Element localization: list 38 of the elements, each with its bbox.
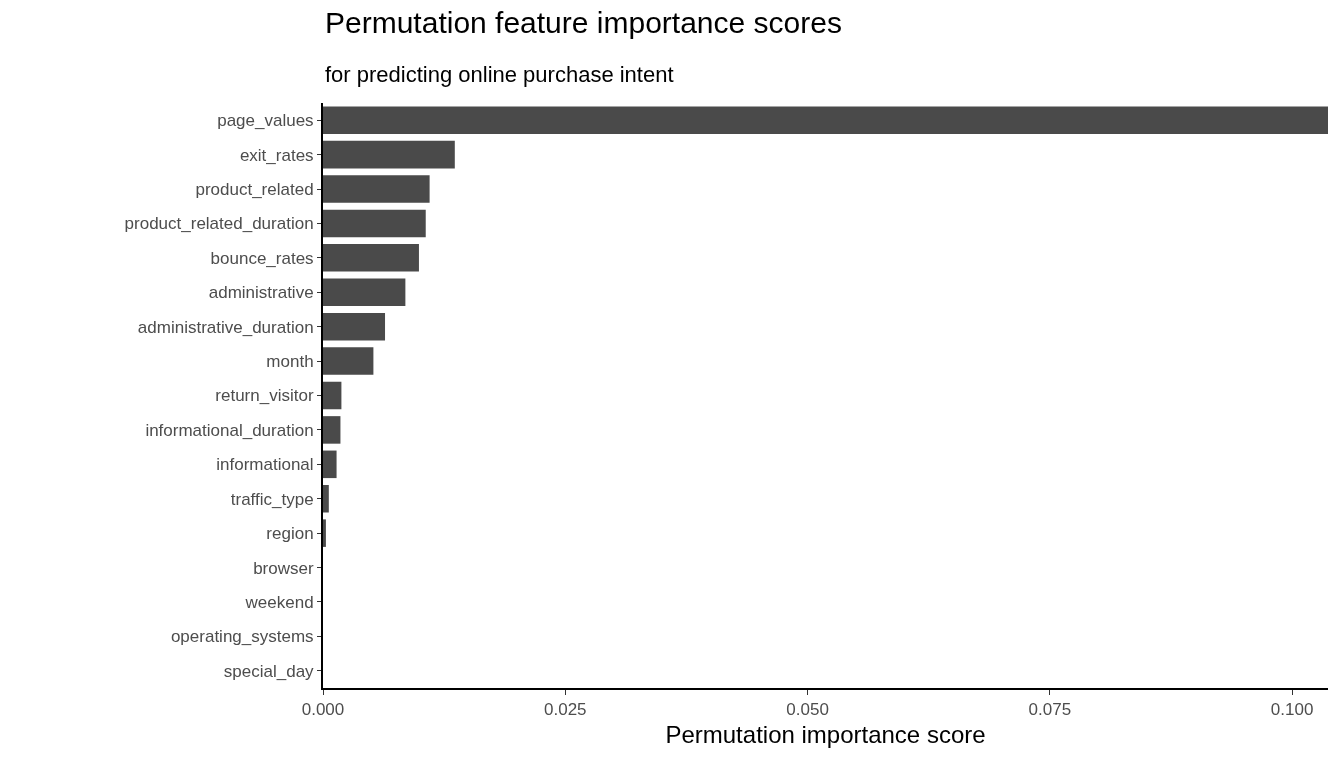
- bar: [323, 519, 326, 547]
- y-tick-label: browser: [253, 558, 314, 578]
- y-tick-label: product_related: [195, 179, 314, 199]
- y-tick-label: special_day: [223, 661, 315, 681]
- y-tick-label: informational_duration: [145, 420, 314, 440]
- bar: [323, 209, 426, 238]
- y-tick-label: traffic_type: [230, 489, 314, 509]
- y-tick-label: product_related_duration: [124, 214, 314, 234]
- x-tick-label: 0.050: [786, 700, 829, 720]
- y-tick-label: administrative_duration: [137, 317, 314, 337]
- y-tick-label: informational: [216, 455, 314, 475]
- y-tick-label: month: [266, 352, 314, 372]
- y-tick-label: operating_systems: [170, 627, 314, 647]
- chart-title: Permutation feature importance scores: [325, 6, 842, 39]
- x-axis-title: Permutation importance score: [665, 721, 986, 749]
- y-tick-label: weekend: [244, 592, 314, 612]
- y-tick-label: page_values: [217, 111, 314, 131]
- y-tick-label: exit_rates: [239, 145, 314, 165]
- x-tick-label: 0.075: [1028, 700, 1072, 720]
- bar: [323, 244, 419, 272]
- y-tick-label: region: [266, 524, 314, 544]
- bar: [323, 381, 342, 410]
- x-tick-label: 0.025: [544, 700, 587, 720]
- bar: [323, 140, 455, 169]
- bar: [323, 312, 386, 341]
- y-tick-label: bounce_rates: [210, 248, 314, 268]
- bar: [323, 416, 341, 444]
- bar: [323, 484, 329, 513]
- x-tick-label: 0.100: [1270, 700, 1314, 720]
- y-tick-label: return_visitor: [215, 386, 314, 406]
- bar: [323, 106, 1328, 134]
- bar: [323, 278, 406, 307]
- bar: [323, 450, 337, 479]
- y-tick-label: administrative: [208, 283, 314, 303]
- x-tick-label: 0.000: [301, 700, 345, 720]
- chart-subtitle: for predicting online purchase intent: [325, 62, 674, 87]
- bar: [323, 347, 374, 375]
- bar: [323, 175, 430, 203]
